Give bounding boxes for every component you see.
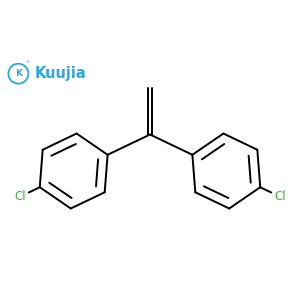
- Text: °: °: [25, 62, 28, 68]
- Text: Cl: Cl: [14, 190, 26, 203]
- Text: Kuujia: Kuujia: [35, 66, 87, 81]
- Text: K: K: [15, 69, 22, 78]
- Text: Cl: Cl: [274, 190, 286, 203]
